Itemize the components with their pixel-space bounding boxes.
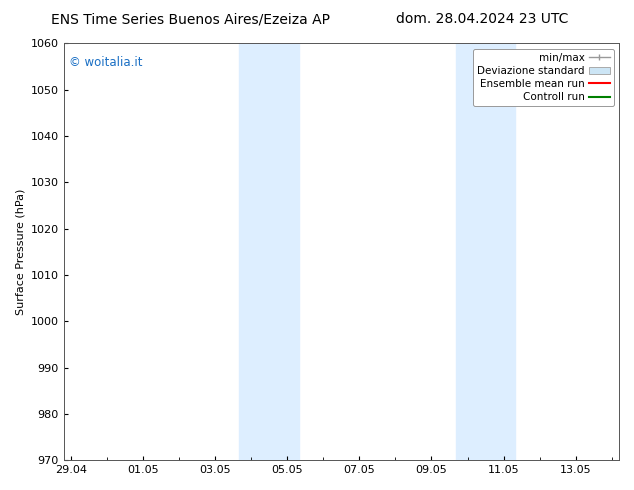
Text: ENS Time Series Buenos Aires/Ezeiza AP: ENS Time Series Buenos Aires/Ezeiza AP <box>51 12 330 26</box>
Y-axis label: Surface Pressure (hPa): Surface Pressure (hPa) <box>15 189 25 315</box>
Bar <box>239 44 299 460</box>
Bar <box>456 44 515 460</box>
Text: © woitalia.it: © woitalia.it <box>69 56 143 69</box>
Text: dom. 28.04.2024 23 UTC: dom. 28.04.2024 23 UTC <box>396 12 568 26</box>
Legend: min/max, Deviazione standard, Ensemble mean run, Controll run: min/max, Deviazione standard, Ensemble m… <box>473 49 614 106</box>
